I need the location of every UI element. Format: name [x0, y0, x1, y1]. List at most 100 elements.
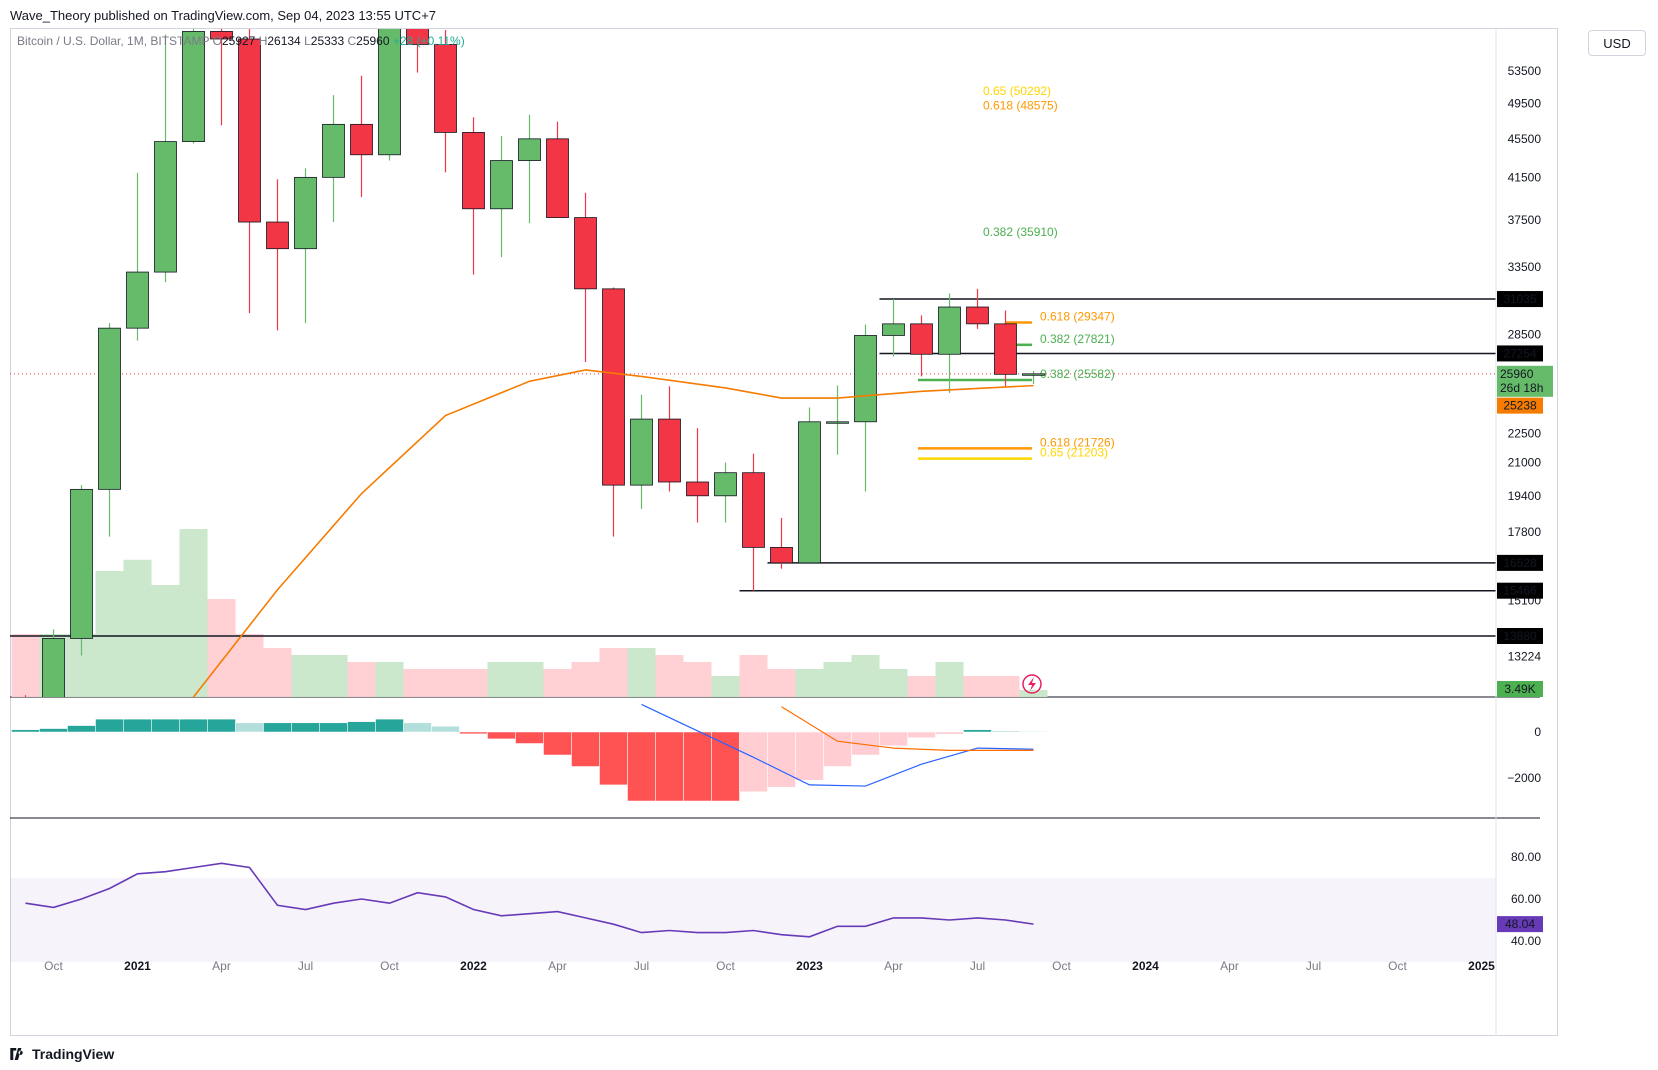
fib-level-label: 0.618 (48575) — [983, 98, 1058, 112]
candle-body — [42, 638, 65, 697]
volume-bar — [599, 648, 628, 697]
candle-body — [238, 38, 261, 223]
macd-histogram-bar — [515, 731, 544, 744]
time-tick-label: Oct — [1388, 959, 1407, 973]
volume-bar — [235, 634, 264, 697]
time-tick-label: Jul — [970, 959, 985, 973]
price-tick-label: 33500 — [1508, 260, 1542, 274]
fib-level-label: 0.382 (25582) — [1040, 367, 1115, 381]
candle-body — [98, 327, 121, 490]
macd-histogram-bar — [123, 718, 152, 733]
fib-levels — [918, 321, 1032, 460]
volume-bar — [711, 676, 740, 697]
macd-histogram-bar — [347, 721, 376, 733]
macd-tick-label: −2000 — [1507, 771, 1541, 785]
price-tick-label: 21000 — [1508, 456, 1542, 470]
lightning-icon-ring — [1022, 674, 1042, 694]
level-badge: 27254 — [1503, 346, 1537, 360]
time-tick-label: Oct — [380, 959, 399, 973]
candle-body — [882, 323, 905, 336]
fib-level-label: 0.618 (29347) — [1040, 309, 1115, 323]
macd-histogram-bar — [571, 731, 600, 767]
macd-histogram-bar — [767, 731, 796, 788]
macd-tick-label: 0 — [1534, 725, 1541, 739]
footer-brand[interactable]: TradingView — [10, 1046, 114, 1062]
level-badge-bg — [1497, 628, 1543, 644]
candle-body — [966, 306, 989, 325]
candle-body — [714, 472, 737, 497]
time-tick-label: Oct — [44, 959, 63, 973]
candle-body — [378, 29, 401, 156]
volume-bar — [907, 676, 936, 697]
price-tick-label: 37500 — [1508, 213, 1542, 227]
volume-bar — [207, 599, 236, 697]
volume-bar — [403, 669, 432, 697]
price-tick-label: 28500 — [1508, 328, 1542, 342]
volume-bar — [851, 655, 880, 697]
fib-level-label: 0.65 (21203) — [1040, 446, 1108, 460]
candle-body — [546, 138, 569, 218]
macd-signal-line — [781, 706, 1034, 752]
macd-histogram-bar — [291, 722, 320, 733]
volume-bar — [963, 676, 992, 697]
macd-histogram-bar — [907, 731, 936, 738]
volume-bar — [739, 655, 768, 697]
macd-histogram-bar — [683, 731, 712, 802]
candle-body — [434, 44, 457, 133]
macd-histogram-bar — [179, 718, 208, 733]
time-tick-label: Jul — [1306, 959, 1321, 973]
candle-body — [798, 421, 821, 564]
lightning-icon — [1022, 674, 1042, 694]
macd-histogram-bar — [403, 722, 432, 733]
candle-body — [602, 288, 625, 486]
time-tick-label: Jul — [634, 959, 649, 973]
volume-bar — [263, 648, 292, 697]
last-price-badge: 25960 — [1500, 367, 1534, 381]
candle-body — [350, 123, 373, 156]
price-tick-label: 41500 — [1508, 170, 1542, 184]
candle-body — [294, 176, 317, 250]
candle-body — [490, 160, 513, 210]
volume-bar — [655, 655, 684, 697]
publish-line: Wave_Theory published on TradingView.com… — [10, 8, 437, 23]
time-tick-label: Apr — [884, 959, 903, 973]
candle-body — [266, 221, 289, 250]
horizontal-levels — [10, 298, 1496, 637]
candle-body — [742, 472, 765, 548]
candle-body — [210, 31, 233, 40]
macd-histogram-bar — [151, 718, 180, 733]
candle-body — [462, 132, 485, 210]
level-badge-bg — [1497, 582, 1543, 599]
macd-histogram-bar — [879, 731, 908, 747]
fib-level-label: 0.382 (27821) — [1040, 332, 1115, 346]
volume-bar — [179, 529, 208, 697]
volume-bar — [487, 662, 516, 697]
volume-bar — [795, 669, 824, 697]
macd-histogram-bar — [263, 722, 292, 733]
low-label: L — [304, 34, 311, 48]
open-value: 25927 — [221, 34, 256, 48]
level-badge-bg — [1497, 291, 1543, 308]
volume-bar — [515, 662, 544, 697]
fib-level-label: 0.65 (50292) — [983, 84, 1051, 98]
symbol-label[interactable]: Bitcoin / U.S. Dollar, 1M, BITSTAMP — [17, 34, 210, 48]
volume-bar — [459, 669, 488, 697]
rsi-badge-bg — [1497, 916, 1543, 933]
price-tick-label: 53500 — [1508, 64, 1542, 78]
currency-button[interactable]: USD — [1588, 30, 1646, 56]
candle-body — [182, 31, 205, 142]
price-tick-label: 19400 — [1508, 489, 1542, 503]
volume-bar — [767, 669, 796, 697]
macd-histogram-bar — [991, 730, 1020, 733]
candle-body — [854, 335, 877, 423]
macd-histogram-bar — [235, 722, 264, 733]
candle-body — [994, 323, 1017, 375]
rsi-badge: 48.04 — [1505, 917, 1535, 931]
volume-bar — [823, 662, 852, 697]
volume-bar — [627, 648, 656, 697]
last-price-badge-bg — [1497, 365, 1553, 397]
rsi-tick-label: 40.00 — [1511, 934, 1541, 948]
time-tick-label: Apr — [1220, 959, 1239, 973]
ema-badge: 25238 — [1503, 399, 1537, 413]
